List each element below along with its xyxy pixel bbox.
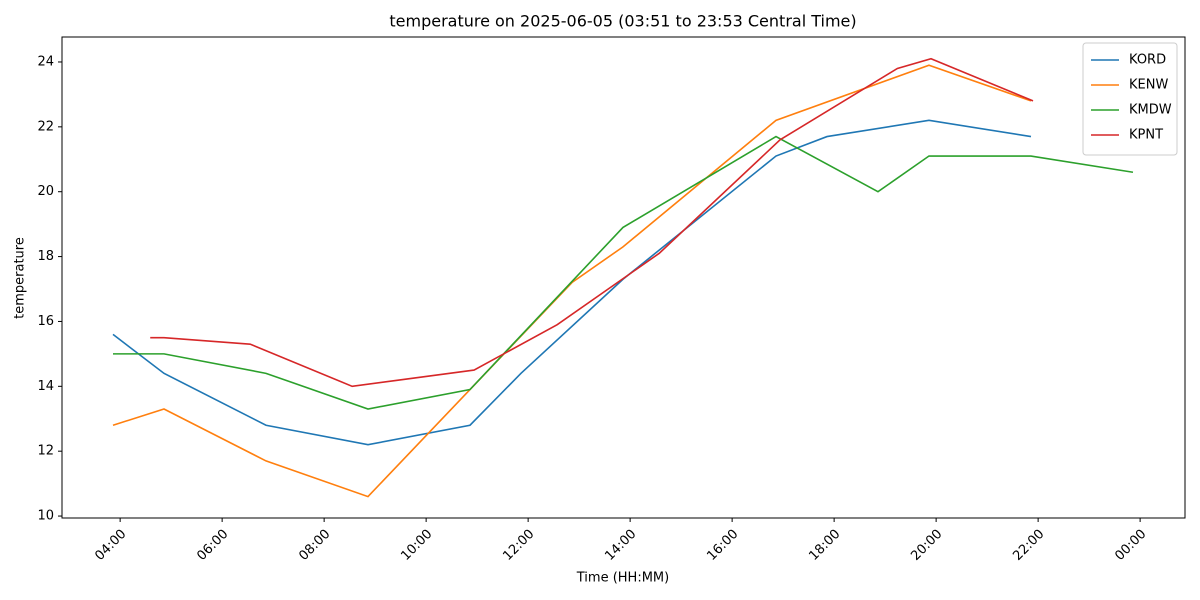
x-tick-label: 06:00	[194, 527, 231, 564]
y-tick-label: 20	[37, 184, 54, 199]
x-tick-label: 12:00	[500, 527, 537, 564]
legend-label: KENW	[1129, 78, 1168, 93]
series-line	[112, 119, 1032, 446]
x-tick-label: 16:00	[704, 527, 741, 564]
series-line	[150, 57, 1034, 388]
chart-title: temperature on 2025-06-05 (03:51 to 23:5…	[389, 12, 856, 31]
y-tick-label: 22	[37, 119, 54, 134]
y-tick-label: 18	[37, 249, 54, 264]
legend-label: KMDW	[1129, 103, 1172, 118]
legend-box	[1082, 42, 1178, 156]
y-axis-label: temperature	[13, 237, 28, 319]
legend-label: KORD	[1129, 53, 1166, 68]
x-tick-label: 00:00	[1112, 527, 1149, 564]
y-tick-label: 14	[37, 379, 54, 394]
x-tick-label: 10:00	[398, 527, 435, 564]
x-tick-label: 04:00	[92, 527, 129, 564]
series-line	[113, 135, 1134, 410]
y-tick-label: 10	[37, 509, 54, 524]
axes-frame	[61, 36, 1186, 519]
x-tick-label: 14:00	[602, 527, 639, 564]
y-tick-label: 24	[37, 54, 54, 69]
x-tick-label: 20:00	[908, 527, 945, 564]
legend-label: KPNT	[1129, 128, 1163, 143]
x-tick-label: 18:00	[806, 527, 843, 564]
x-tick-label: 08:00	[296, 527, 333, 564]
y-tick-label: 16	[37, 314, 54, 329]
x-axis-label: Time (HH:MM)	[576, 571, 669, 586]
x-tick-label: 22:00	[1010, 527, 1047, 564]
y-tick-label: 12	[37, 444, 54, 459]
